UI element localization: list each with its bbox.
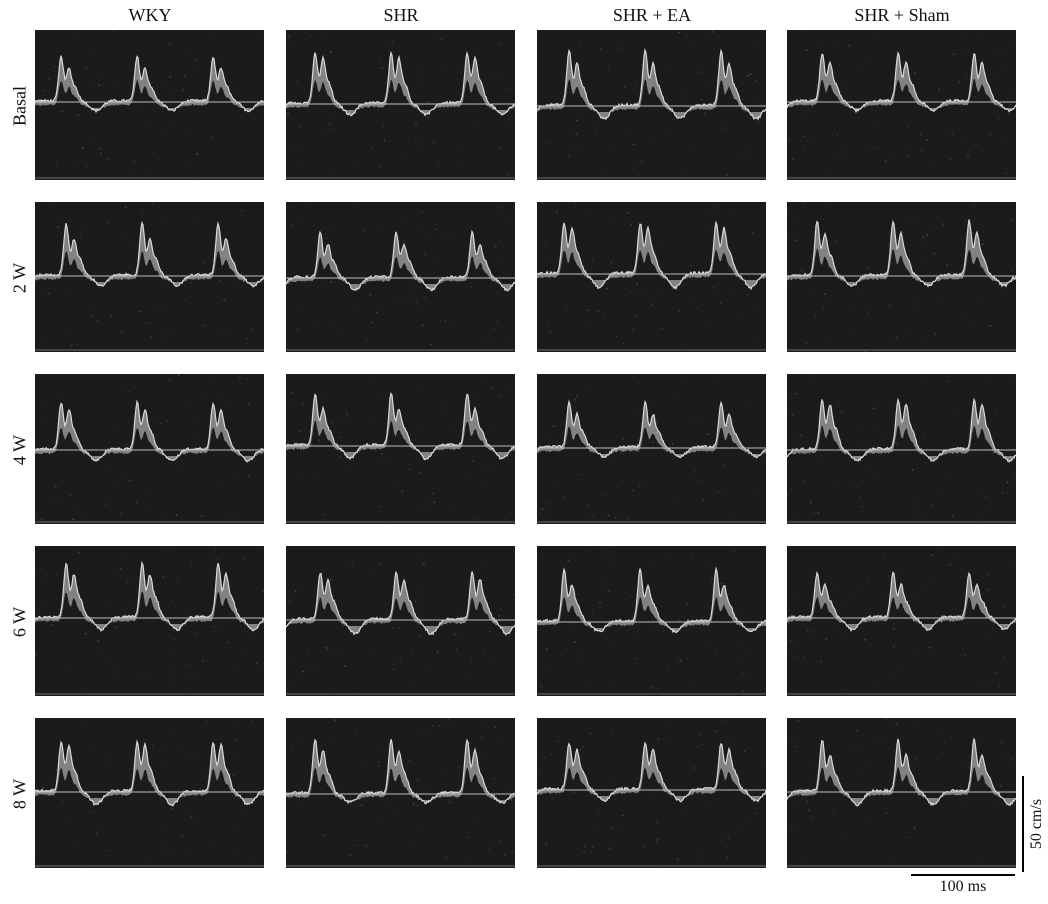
doppler-panel <box>537 202 766 352</box>
velocity-scale-bar <box>1022 776 1024 872</box>
column-title-shr: SHR <box>383 5 419 25</box>
doppler-panel <box>787 546 1016 696</box>
doppler-panel <box>286 718 515 868</box>
row-label-basal: Basal <box>9 86 30 126</box>
doppler-panel <box>537 374 766 524</box>
doppler-panel <box>286 374 515 524</box>
doppler-panel <box>35 718 264 868</box>
doppler-panel <box>787 718 1016 868</box>
doppler-panel <box>35 546 264 696</box>
column-title-shr-ea: SHR + EA <box>612 5 692 25</box>
row-label-4w: 4 W <box>9 434 30 466</box>
doppler-panel <box>787 30 1016 180</box>
doppler-panel <box>787 374 1016 524</box>
doppler-panel <box>35 374 264 524</box>
doppler-panel <box>35 30 264 180</box>
time-scale-bar <box>911 874 1015 876</box>
row-label-6w: 6 W <box>9 606 30 638</box>
row-label-8w: 8 W <box>9 778 30 810</box>
doppler-panel <box>35 202 264 352</box>
doppler-panel <box>537 546 766 696</box>
doppler-panel <box>787 202 1016 352</box>
doppler-panel <box>537 718 766 868</box>
doppler-panel <box>286 546 515 696</box>
column-title-wky: WKY <box>128 5 172 25</box>
doppler-panel <box>537 30 766 180</box>
doppler-panel <box>286 202 515 352</box>
doppler-panel <box>286 30 515 180</box>
row-label-2w: 2 W <box>9 262 30 294</box>
column-title-shr-sham: SHR + Sham <box>854 5 950 25</box>
time-scale-label: 100 ms <box>939 878 987 895</box>
velocity-scale-label: 50 cm/s <box>1028 798 1045 850</box>
